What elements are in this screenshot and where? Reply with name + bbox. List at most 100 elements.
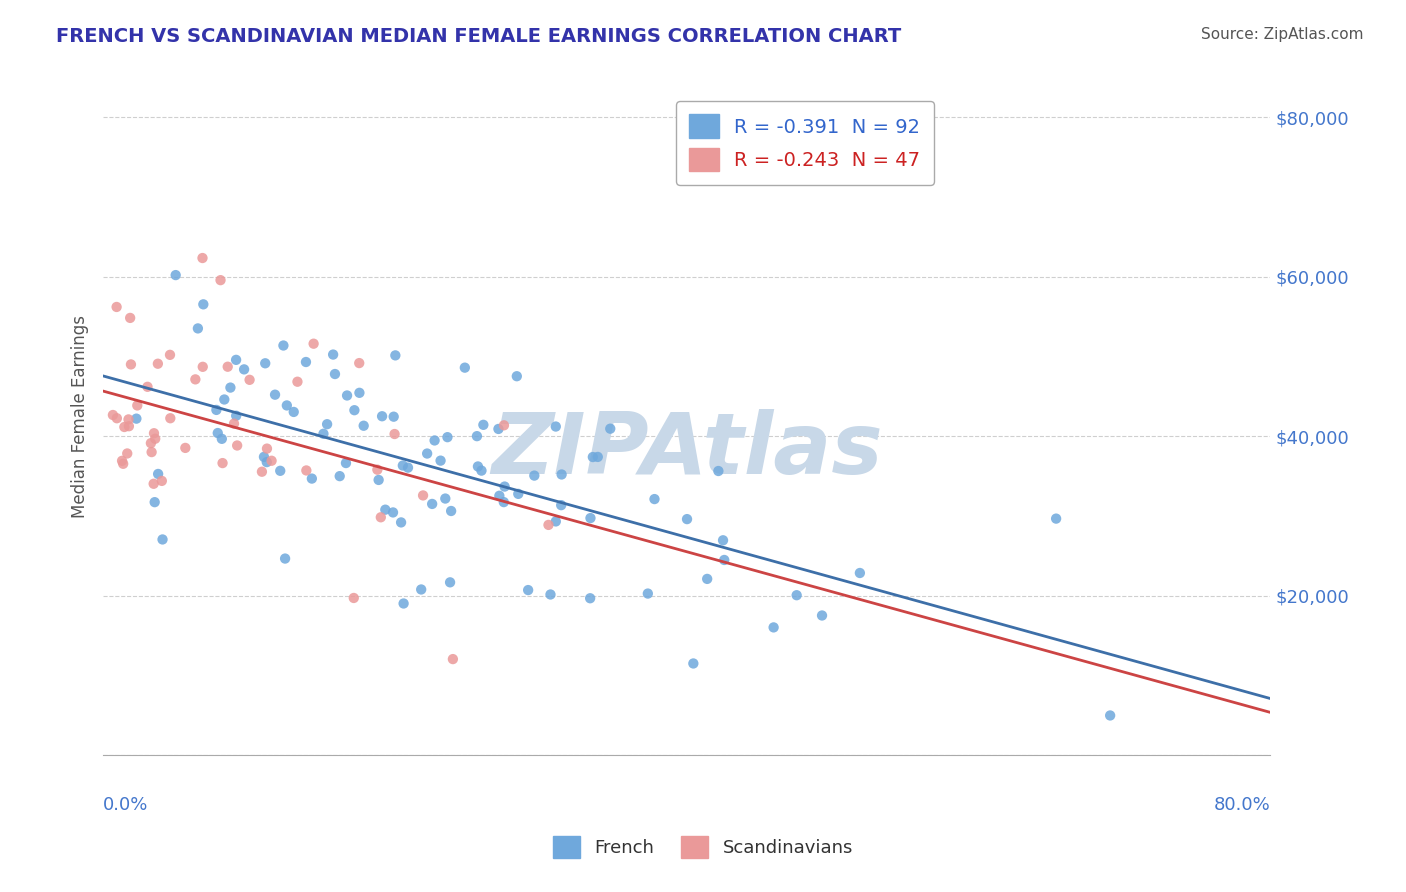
Point [441,652,464,666]
Point [209,273,232,287]
Point [329,469,352,483]
Point [472,417,495,432]
Point [191,251,214,265]
Point [139,436,162,450]
Point [371,409,394,424]
Point [586,450,609,464]
Point [174,441,197,455]
Point [582,450,605,464]
Point [159,411,181,425]
Point [101,408,124,422]
Point [367,473,389,487]
Point [439,575,461,590]
Point [544,515,567,529]
Point [217,359,239,374]
Point [111,454,134,468]
Y-axis label: Median Female Earnings: Median Female Earnings [72,315,89,518]
Point [295,463,318,477]
Point [412,488,434,502]
Point [256,442,278,456]
Point [389,516,412,530]
Point [349,385,371,400]
Point [143,426,166,441]
Point [112,420,135,434]
Point [312,426,335,441]
Point [287,375,309,389]
Point [260,454,283,468]
Point [105,411,128,425]
Point [488,422,510,436]
Point [429,453,451,467]
Point [420,497,443,511]
Point [225,409,247,423]
Point [440,504,463,518]
Point [707,464,730,478]
Point [579,511,602,525]
Point [112,457,135,471]
Point [256,455,278,469]
Text: 0.0%: 0.0% [103,796,149,814]
Point [322,347,344,361]
Point [301,472,323,486]
Point [152,533,174,547]
Point [643,492,665,507]
Point [517,583,540,598]
Point [423,434,446,448]
Point [416,446,439,460]
Point [382,409,405,424]
Point [207,425,229,440]
Point [382,505,405,519]
Point [250,465,273,479]
Point [276,399,298,413]
Point [159,348,181,362]
Point [120,358,142,372]
Point [253,450,276,464]
Point [599,422,621,436]
Point [811,608,834,623]
Point [141,445,163,459]
Point [143,495,166,509]
Point [786,588,808,602]
Point [219,381,242,395]
Point [711,533,734,548]
Legend: French, Scandinavians: French, Scandinavians [546,829,860,865]
Point [540,587,562,601]
Point [143,432,166,446]
Point [488,489,510,503]
Point [762,620,785,634]
Point [550,467,572,482]
Point [366,463,388,477]
Point [465,429,488,443]
Point [411,582,433,597]
Text: Source: ZipAtlas.com: Source: ZipAtlas.com [1201,27,1364,42]
Point [523,468,546,483]
Point [434,491,457,506]
Point [508,487,530,501]
Point [146,467,169,481]
Point [849,566,872,580]
Point [205,403,228,417]
Point [336,388,359,402]
Point [384,348,406,362]
Point [579,591,602,606]
Point [211,432,233,446]
Point [392,458,415,473]
Point [302,336,325,351]
Point [295,355,318,369]
Point [335,456,357,470]
Point [233,362,256,376]
Point [146,357,169,371]
Point [191,359,214,374]
Point [118,419,141,434]
Point [105,300,128,314]
Point [347,356,370,370]
Point [115,446,138,460]
Legend: R = -0.391  N = 92, R = -0.243  N = 47: R = -0.391 N = 92, R = -0.243 N = 47 [676,101,934,186]
Point [283,405,305,419]
Point [1099,708,1122,723]
Point [676,512,699,526]
Text: 80.0%: 80.0% [1213,796,1270,814]
Point [316,417,339,432]
Point [187,321,209,335]
Point [323,367,346,381]
